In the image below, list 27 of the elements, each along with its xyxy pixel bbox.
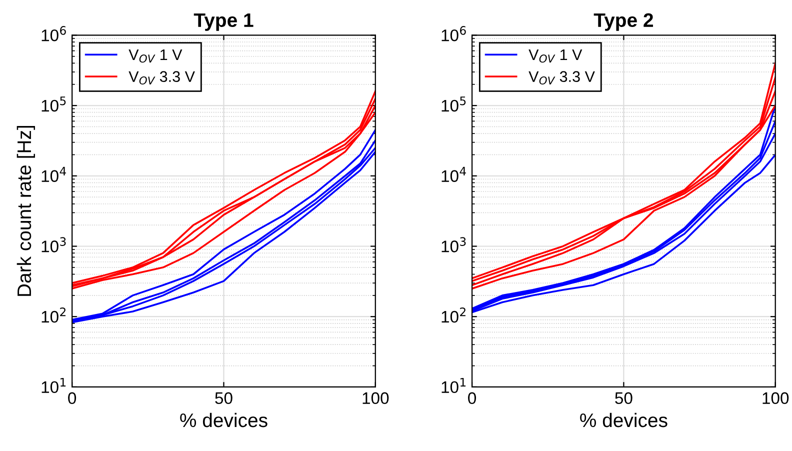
- y-axis-title: Dark count rate [Hz]: [16, 126, 35, 296]
- x-tick-label: 100: [362, 392, 389, 404]
- y-tick-label: 10$^{4}$: [42, 166, 66, 182]
- x-tick-label: 50: [215, 392, 232, 404]
- x-axis-title: % devices: [580, 412, 668, 428]
- chart-title: Type 1: [194, 13, 254, 31]
- y-tick-label: 10$^{5}$: [42, 96, 66, 112]
- x-tick-label: 50: [615, 392, 632, 404]
- y-tick-label: 10$^{1}$: [42, 378, 66, 394]
- x-tick-label: 0: [68, 392, 76, 404]
- chart-title: Type 2: [594, 13, 654, 31]
- y-tick-label: 10$^{4}$: [442, 166, 466, 182]
- y-tick-label: 10$^{1}$: [442, 378, 466, 394]
- legend-label: V$_{OV}$ 1 V: [128, 49, 182, 63]
- legend-label: V$_{OV}$ 3.3 V: [128, 71, 195, 85]
- y-tick-label: 10$^{5}$: [442, 96, 466, 112]
- x-tick-label: 100: [762, 392, 789, 404]
- legend-label: V$_{OV}$ 3.3 V: [528, 71, 595, 85]
- y-tick-label: 10$^{2}$: [442, 307, 466, 323]
- y-tick-label: 10$^{3}$: [442, 237, 466, 252]
- y-tick-label: 10$^{6}$: [442, 26, 466, 42]
- y-tick-label: 10$^{3}$: [42, 237, 66, 252]
- x-tick-label: 0: [468, 392, 476, 404]
- y-tick-label: 10$^{6}$: [42, 26, 66, 42]
- y-tick-label: 10$^{2}$: [42, 307, 66, 323]
- x-axis-title: % devices: [180, 412, 268, 428]
- legend-label: V$_{OV}$ 1 V: [528, 49, 582, 63]
